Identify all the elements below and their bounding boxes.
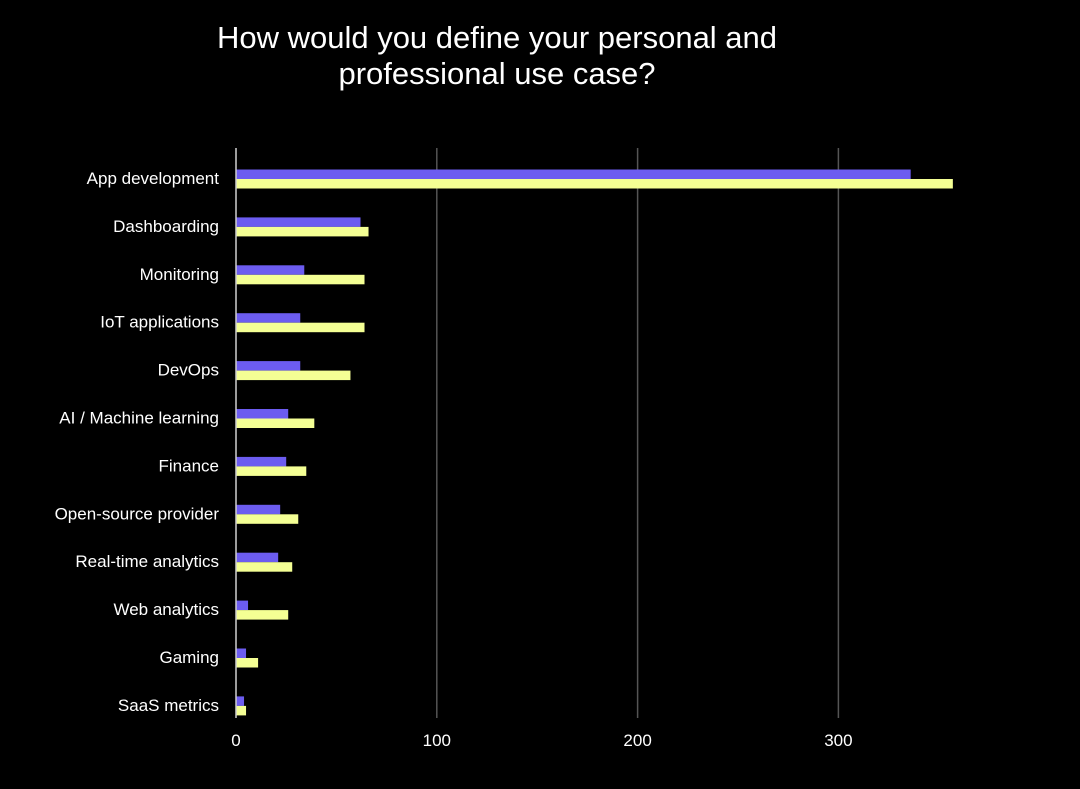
bars	[236, 169, 953, 716]
bar-series-2-4	[236, 370, 351, 381]
category-label: App development	[87, 169, 220, 188]
bar-series-2-9	[236, 610, 289, 620]
bar-series-2-7	[236, 514, 299, 524]
bar-series-2-11	[236, 705, 247, 716]
category-labels: App development Dashboarding Monitoring IoT…	[55, 169, 220, 715]
bar-series-1-10	[236, 648, 247, 658]
bar-series-2-0	[236, 179, 953, 189]
x-tick-label: 300	[824, 731, 852, 750]
bar-series-1-1	[236, 217, 361, 227]
category-label: AI / Machine learning	[59, 409, 219, 428]
category-label: Gaming	[159, 648, 219, 667]
bar-series-2-10	[236, 658, 259, 668]
bar-series-2-5	[236, 418, 315, 428]
category-label: SaaS metrics	[118, 696, 219, 715]
bar-series-2-8	[236, 562, 293, 572]
bar-series-1-7	[236, 504, 281, 515]
category-label: Dashboarding	[113, 217, 219, 236]
bar-series-1-5	[236, 409, 289, 419]
gridlines	[436, 148, 840, 718]
chart-title-line-1: How would you define your personal and	[216, 20, 778, 55]
bar-series-1-9	[236, 600, 249, 611]
category-label: Real-time analytics	[75, 552, 219, 571]
bar-series-2-2	[236, 274, 365, 285]
bar-series-2-6	[236, 466, 307, 476]
category-label: Web analytics	[113, 600, 219, 619]
x-tick-label: 100	[423, 731, 451, 750]
category-label: Monitoring	[140, 265, 219, 284]
x-tick-label: 0	[231, 731, 240, 750]
bar-series-1-6	[236, 456, 287, 467]
bar-series-1-2	[236, 265, 305, 275]
bar-series-1-8	[236, 552, 279, 563]
bar-series-1-0	[236, 169, 911, 179]
chart-title-line-2: professional use case?	[338, 56, 656, 91]
category-label: DevOps	[158, 361, 219, 380]
bar-series-2-3	[236, 322, 365, 333]
category-label: IoT applications	[100, 313, 219, 332]
chart-title: How would you define your personal and p…	[0, 20, 994, 92]
category-label: Finance	[159, 456, 219, 475]
bar-series-1-11	[236, 696, 245, 706]
x-tick-label: 200	[623, 731, 651, 750]
x-axis-ticks: 0 100 200 300	[231, 731, 852, 750]
bar-series-1-4	[236, 361, 301, 371]
bar-series-2-1	[236, 226, 369, 237]
bar-series-1-3	[236, 313, 301, 323]
category-label: Open-source provider	[55, 504, 220, 523]
